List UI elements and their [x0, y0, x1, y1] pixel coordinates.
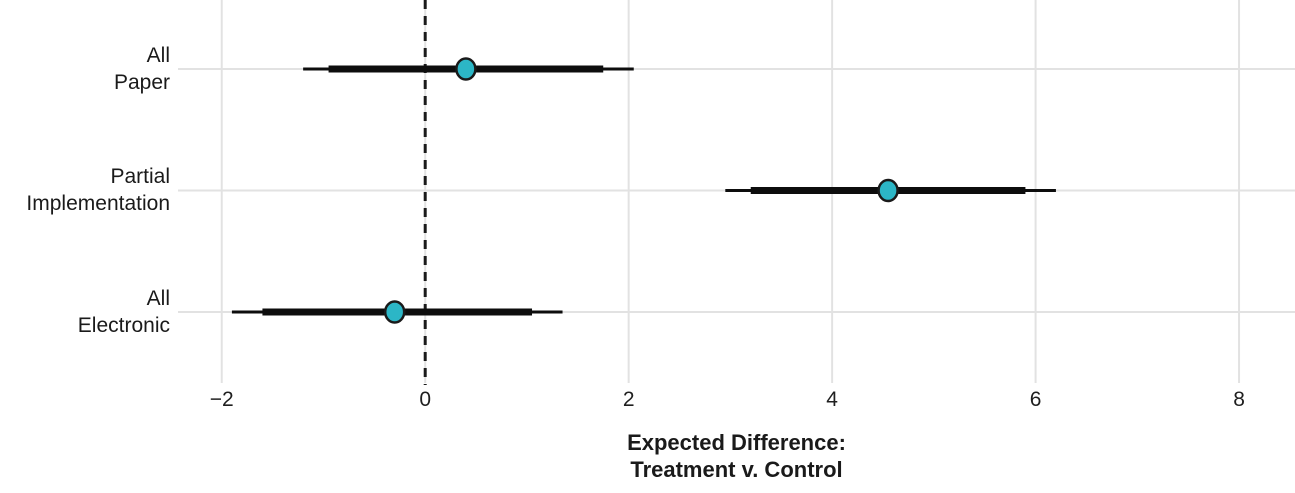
- x-axis-title-line: Expected Difference:: [627, 430, 846, 455]
- x-tick-label: 2: [622, 388, 635, 411]
- point-marker: [877, 178, 899, 203]
- y-axis-label-partial-implementation: Partial Implementation: [26, 163, 170, 217]
- y-axis-label-line: Partial: [110, 165, 170, 188]
- x-tick-label: 8: [1233, 388, 1245, 411]
- x-axis-title: Expected Difference: Treatment v. Contro…: [178, 429, 1295, 483]
- point-marker: [383, 300, 406, 324]
- y-axis-label-line: Implementation: [26, 192, 170, 215]
- y-axis-label-line: All: [146, 287, 170, 310]
- x-axis-title-line: Treatment v. Control: [630, 457, 843, 482]
- point-marker: [455, 57, 477, 81]
- x-tick-label: 4: [826, 388, 838, 411]
- y-axis-label-line: Electronic: [77, 314, 170, 337]
- x-tick-label: 0: [419, 388, 432, 411]
- y-axis-label-line: All: [146, 44, 170, 67]
- x-tick-label: 6: [1029, 388, 1042, 411]
- x-tick-label: −2: [209, 388, 234, 411]
- y-axis-label-line: Paper: [113, 71, 170, 94]
- y-axis-label-all-paper: All Paper: [114, 42, 170, 96]
- y-axis-label-all-electronic: All Electronic: [78, 285, 170, 339]
